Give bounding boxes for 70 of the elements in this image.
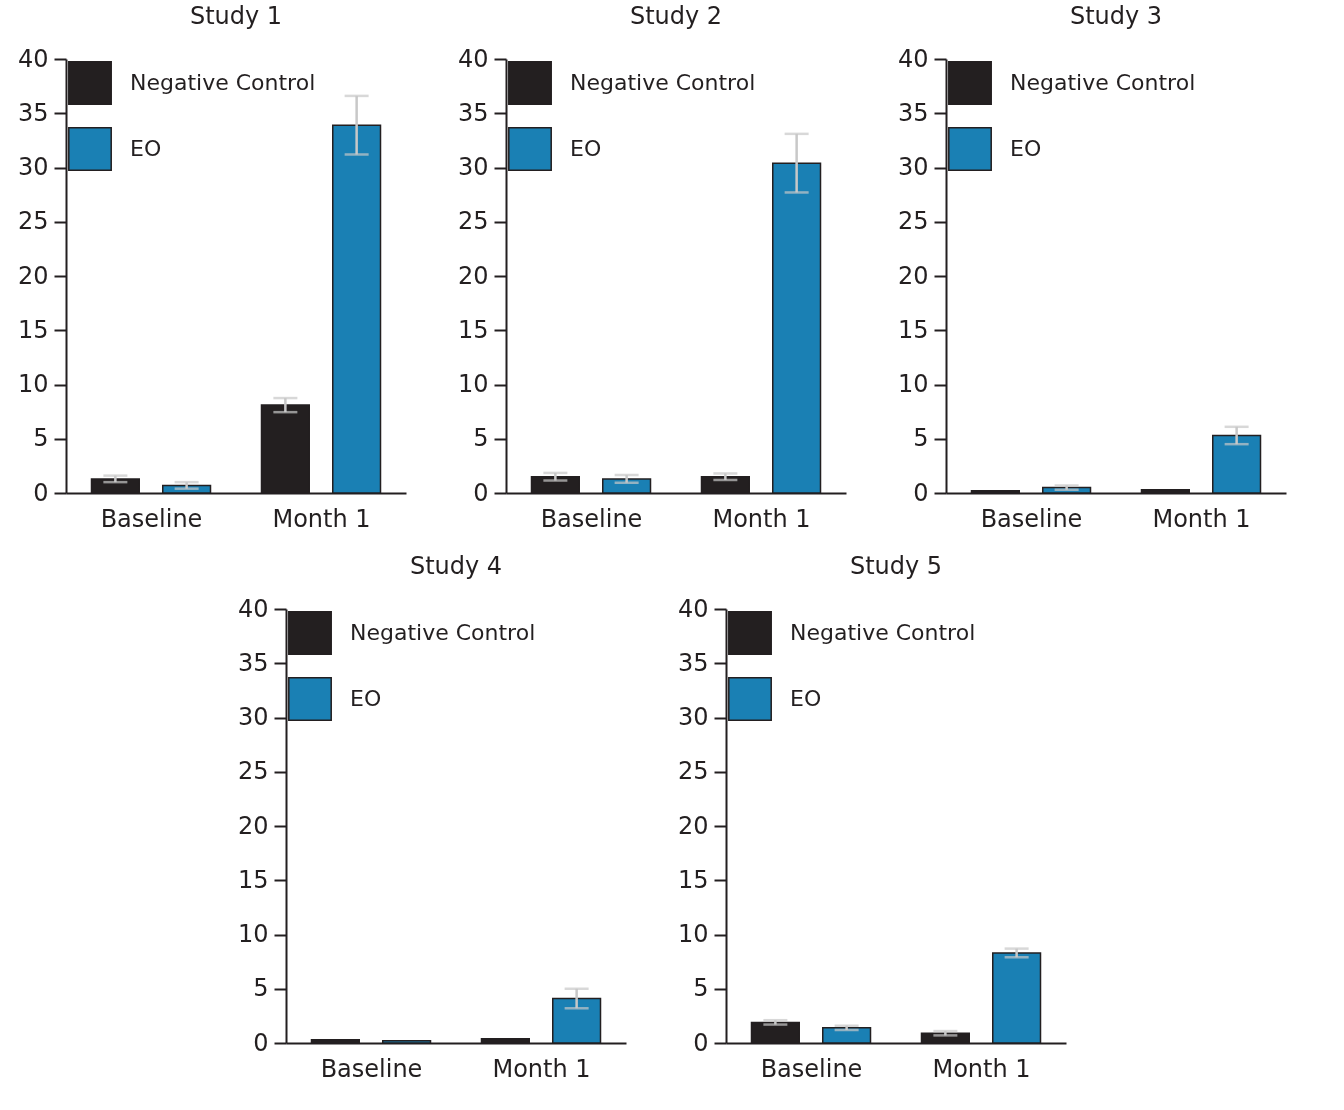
x-tick-label: Month 1 <box>712 504 811 533</box>
y-tick-label: 25 <box>677 757 709 786</box>
chart-title: Study 3 <box>1069 2 1163 30</box>
y-tick-label: 0 <box>913 478 929 507</box>
y-tick-label: 20 <box>237 811 269 840</box>
x-tick-label: Month 1 <box>1152 504 1251 533</box>
legend-label: EO <box>130 136 162 161</box>
y-tick-label: 0 <box>693 1028 709 1057</box>
legend-label: EO <box>1010 136 1042 161</box>
y-tick-label: 5 <box>33 424 49 453</box>
y-tick-label: 20 <box>17 261 49 290</box>
y-tick-label: 5 <box>693 974 709 1003</box>
y-tick-label: 0 <box>473 478 489 507</box>
y-tick-label: 0 <box>253 1028 269 1057</box>
chart-title: Study 1 <box>189 2 283 30</box>
y-tick-label: 30 <box>897 153 929 181</box>
y-tick-label: 5 <box>253 974 269 1003</box>
legend-label: EO <box>350 686 382 711</box>
y-tick-label: 30 <box>457 153 489 181</box>
x-tick-label: Month 1 <box>932 1054 1031 1083</box>
y-tick-label: 10 <box>17 370 49 398</box>
y-tick-label: 10 <box>237 920 269 948</box>
y-tick-label: 35 <box>237 648 269 677</box>
y-tick-label: 40 <box>677 594 709 623</box>
x-tick-label: Baseline <box>540 504 643 533</box>
y-tick-label: 35 <box>677 648 709 677</box>
y-tick-label: 30 <box>677 703 709 731</box>
legend-label: Negative Control <box>130 70 316 95</box>
legend-label: Negative Control <box>350 620 536 645</box>
y-tick-label: 40 <box>457 44 489 73</box>
x-tick-label: Baseline <box>320 1054 423 1083</box>
y-tick-label: 30 <box>17 153 49 181</box>
legend-label: EO <box>570 136 602 161</box>
legend-label: Negative Control <box>570 70 756 95</box>
y-tick-label: 40 <box>17 44 49 73</box>
y-tick-label: 35 <box>17 98 49 127</box>
y-tick-label: 40 <box>897 44 929 73</box>
y-tick-label: 10 <box>457 370 489 398</box>
legend-label: Negative Control <box>790 620 976 645</box>
x-tick-label: Baseline <box>980 504 1083 533</box>
chart-title: Study 4 <box>409 552 503 580</box>
y-tick-label: 5 <box>913 424 929 453</box>
y-tick-label: 25 <box>237 757 269 786</box>
y-tick-label: 20 <box>677 811 709 840</box>
y-tick-label: 20 <box>457 261 489 290</box>
y-tick-label: 25 <box>457 207 489 236</box>
chart-title: Study 5 <box>849 552 943 580</box>
y-tick-label: 10 <box>677 920 709 948</box>
y-tick-label: 0 <box>33 478 49 507</box>
y-tick-label: 15 <box>17 315 49 344</box>
chart-title: Study 2 <box>629 2 723 30</box>
y-tick-label: 5 <box>473 424 489 453</box>
legend-label: Negative Control <box>1010 70 1196 95</box>
x-tick-label: Month 1 <box>272 504 371 533</box>
y-tick-label: 20 <box>897 261 929 290</box>
x-tick-label: Baseline <box>760 1054 863 1083</box>
y-tick-label: 15 <box>677 865 709 894</box>
y-tick-label: 35 <box>457 98 489 127</box>
y-tick-label: 40 <box>237 594 269 623</box>
y-tick-label: 25 <box>17 207 49 236</box>
y-tick-label: 10 <box>897 370 929 398</box>
y-tick-label: 15 <box>237 865 269 894</box>
y-tick-label: 35 <box>897 98 929 127</box>
y-tick-label: 30 <box>237 703 269 731</box>
legend-label: EO <box>790 686 822 711</box>
y-tick-label: 15 <box>457 315 489 344</box>
y-tick-label: 25 <box>897 207 929 236</box>
x-tick-label: Baseline <box>100 504 203 533</box>
x-tick-label: Month 1 <box>492 1054 591 1083</box>
y-tick-label: 15 <box>897 315 929 344</box>
